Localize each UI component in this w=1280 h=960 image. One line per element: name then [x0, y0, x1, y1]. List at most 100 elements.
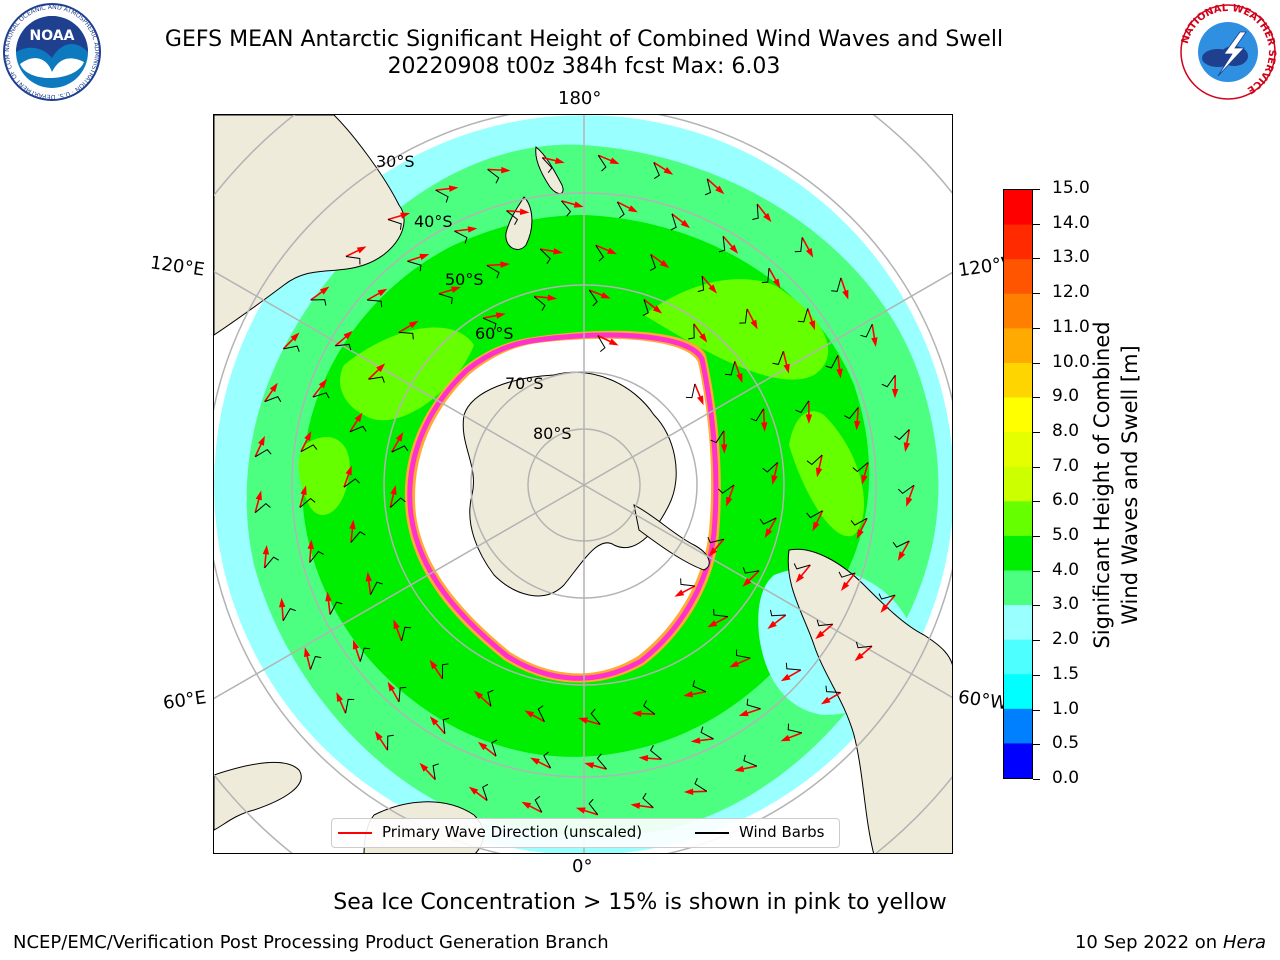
wave-direction-arrow	[905, 429, 911, 446]
wind-barb	[309, 655, 322, 670]
lat-label-80s: 80°S	[533, 424, 572, 443]
wave-direction-arrow	[734, 361, 741, 377]
wind-barb	[685, 383, 696, 399]
wave-direction-arrow	[338, 698, 347, 714]
wind-barb	[878, 593, 896, 600]
wind-barb	[743, 754, 758, 767]
wind-barb	[694, 778, 708, 792]
wave-direction-arrow	[482, 745, 497, 757]
wave-direction-arrow	[254, 441, 263, 458]
footer-producer: NCEP/EMC/Verification Post Processing Pr…	[13, 932, 609, 953]
wind-barb	[597, 155, 607, 172]
wave-direction-arrowhead	[278, 597, 286, 608]
wave-direction-arrow	[786, 732, 803, 740]
wave-direction-arrow	[391, 437, 401, 453]
wave-direction-arrow	[254, 497, 261, 513]
wave-direction-arrow	[814, 510, 824, 526]
colorbar-tick-label: 13.0	[1052, 247, 1090, 268]
wave-direction-arrowhead	[474, 690, 484, 700]
wave-direction-arrowhead	[573, 201, 584, 208]
wave-direction-arrow	[837, 355, 841, 372]
svg-text:NOAA: NOAA	[30, 28, 75, 44]
wind-barb	[329, 601, 343, 615]
wind-barb	[438, 293, 453, 304]
wind-barb	[283, 345, 300, 352]
wind-barb	[717, 484, 735, 494]
colorbar	[1003, 189, 1033, 779]
wave-direction-arrowhead	[387, 681, 396, 692]
wind-barb	[670, 213, 677, 231]
wave-direction-arrowhead	[290, 332, 300, 342]
wave-direction-arrow	[840, 277, 847, 294]
colorbar-tick	[1033, 674, 1040, 676]
wave-direction-arrowhead	[699, 333, 708, 343]
wind-barb	[892, 540, 910, 548]
wind-barb	[761, 268, 770, 284]
wave-direction-arrowhead	[319, 286, 330, 295]
colorbar-tick	[1033, 466, 1040, 468]
wave-direction-arrow	[432, 665, 444, 680]
wind-barb	[588, 289, 598, 307]
wind-barb	[852, 462, 869, 473]
colorbar-segment	[1004, 466, 1032, 502]
wave-direction-arrowhead	[767, 620, 777, 629]
wave-direction-arrow	[589, 289, 605, 297]
wave-direction-arrowhead	[609, 157, 620, 165]
wave-direction-arrowhead	[553, 248, 563, 255]
wind-barb	[482, 317, 497, 330]
colorbar-segment	[1004, 605, 1032, 641]
wave-direction-arrowhead	[891, 388, 899, 399]
wave-direction-arrowhead	[805, 247, 814, 258]
wave-direction-arrowhead	[631, 710, 642, 717]
wave-direction-arrowhead	[468, 786, 479, 795]
wave-direction-arrow	[747, 570, 760, 583]
wave-direction-arrow	[643, 298, 658, 310]
wave-direction-arrowhead	[736, 373, 743, 384]
wave-direction-arrow	[263, 551, 267, 568]
colorbar-tick-label: 2.0	[1052, 629, 1080, 650]
colorbar-tick	[1033, 779, 1040, 780]
wind-barb	[794, 237, 803, 253]
wave-direction-arrowhead	[467, 226, 478, 233]
wave-direction-arrow	[690, 790, 707, 793]
wave-direction-arrowhead	[780, 673, 791, 682]
wind-barb	[407, 260, 422, 272]
wave-direction-arrow	[694, 383, 702, 400]
colorbar-tick	[1033, 431, 1040, 433]
wind-barb	[700, 726, 714, 740]
wave-direction-arrowhead	[607, 247, 617, 255]
wave-direction-arrow	[768, 267, 778, 283]
wave-direction-arrowhead	[377, 288, 388, 297]
wave-direction-arrow	[653, 161, 668, 172]
nws-logo: NATIONAL WEATHER SERVICE	[1178, 2, 1278, 102]
wave-direction-arrow	[616, 201, 632, 210]
wind-barb	[534, 795, 543, 813]
wind-barb	[739, 308, 748, 324]
wave-direction-arrow	[368, 367, 381, 380]
wind-barb	[387, 219, 402, 230]
colorbar-segment	[1004, 190, 1032, 226]
wind-barb	[312, 392, 330, 399]
wave-direction-arrow	[786, 669, 802, 679]
wave-direction-arrow	[722, 235, 735, 249]
wave-direction-arrowhead	[815, 630, 825, 640]
wave-direction-arrowhead	[258, 435, 265, 446]
colorbar-tick-label: 12.0	[1052, 282, 1090, 303]
wind-barb	[487, 168, 500, 184]
wave-direction-arrowhead	[663, 167, 674, 175]
wind-barb	[750, 408, 764, 422]
wind-barb	[772, 351, 784, 365]
wave-direction-arrow	[540, 248, 557, 253]
wave-direction-arrowhead	[554, 157, 565, 164]
colorbar-segment	[1004, 674, 1032, 710]
wave-direction-arrowhead	[771, 475, 778, 485]
wind-barb	[881, 375, 896, 388]
wave-direction-arrowhead	[820, 696, 831, 705]
wave-direction-arrowhead	[352, 639, 360, 650]
wave-direction-arrowhead	[300, 485, 307, 496]
wave-direction-arrowhead	[408, 320, 419, 329]
wave-direction-arrow	[597, 334, 613, 344]
wind-barb	[718, 236, 726, 253]
wave-direction-arrow	[820, 623, 834, 636]
wave-direction-arrow	[390, 687, 400, 703]
